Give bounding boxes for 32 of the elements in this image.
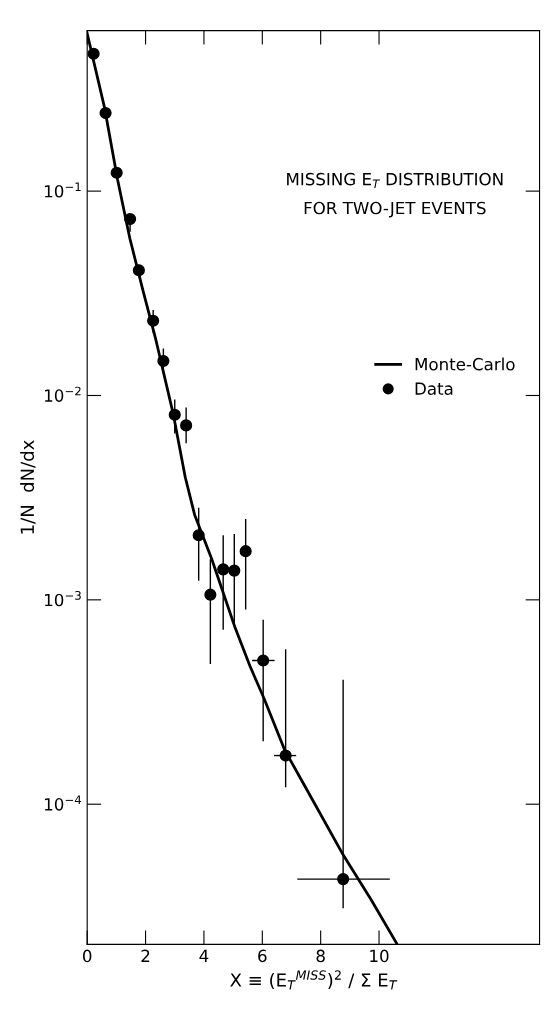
x-tick-label: 0 xyxy=(83,949,92,963)
legend-label: Monte-Carlo xyxy=(415,357,515,371)
point xyxy=(180,419,193,432)
x-tick-label: 10 xyxy=(370,949,389,963)
point xyxy=(124,212,137,226)
x-axis-title: X ≡ (E$_{T}$$^{MISS}$)$^{2}$ / Σ E$_{T}$ xyxy=(230,970,398,990)
text: MISSING E$_{T}$ DISTRIBUTION FOR TWO-JET EVENTS xyxy=(287,172,503,218)
point xyxy=(157,354,170,368)
x-tick-label: 2 xyxy=(141,949,150,962)
point xyxy=(110,166,123,179)
point xyxy=(99,106,112,120)
y-tick-label: 10$^{−4}$ xyxy=(45,795,82,811)
point xyxy=(147,314,160,327)
point xyxy=(87,47,100,60)
point xyxy=(279,749,292,762)
point xyxy=(337,873,350,886)
point xyxy=(239,545,252,558)
point xyxy=(132,264,145,277)
point xyxy=(192,529,205,542)
point xyxy=(257,654,270,667)
y-tick-label: 10$^{−2}$ xyxy=(45,386,81,402)
y-axis-title: 1/N dN/dx xyxy=(20,440,36,534)
x-tick-label: 8 xyxy=(316,949,325,963)
legend-label: Data xyxy=(415,382,453,395)
x-tick-label: 4 xyxy=(199,949,209,962)
point xyxy=(204,588,217,601)
y-tick-label: 10$^{−3}$ xyxy=(45,591,81,607)
point xyxy=(168,408,181,421)
x-tick-label: 6 xyxy=(258,949,267,963)
point xyxy=(228,564,241,577)
y-tick-label: 10$^{−1}$ xyxy=(45,182,81,198)
point xyxy=(217,563,230,576)
